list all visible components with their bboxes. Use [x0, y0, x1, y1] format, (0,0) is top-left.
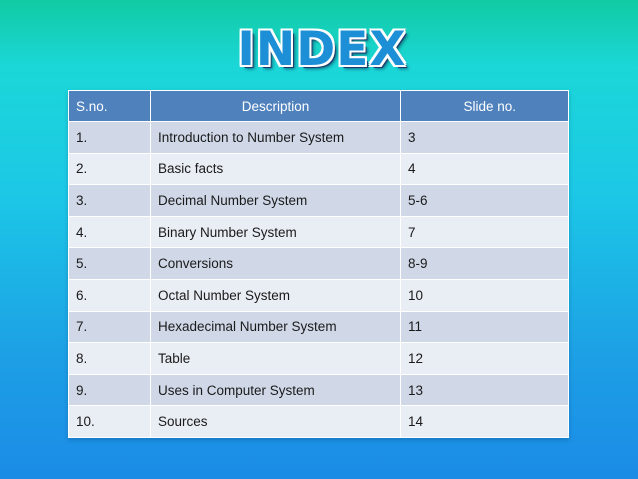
- index-table: S.no. Description Slide no. 1. Introduct…: [68, 90, 569, 438]
- cell-sno: 8.: [68, 342, 151, 375]
- table-header-row: S.no. Description Slide no.: [68, 90, 569, 122]
- cell-sno: 5.: [68, 247, 151, 280]
- cell-sno: 3.: [68, 184, 151, 217]
- table-row: 7. Hexadecimal Number System 11: [68, 310, 569, 344]
- cell-slide-no: 7: [400, 215, 569, 249]
- slide-title-container: INDEX: [0, 20, 638, 80]
- table-row: 5. Conversions 8-9: [68, 247, 569, 280]
- cell-sno: 9.: [68, 373, 151, 407]
- cell-slide-no: 14: [400, 405, 569, 438]
- cell-description: Table: [150, 342, 401, 375]
- cell-sno: 7.: [68, 310, 151, 344]
- table-row: 1. Introduction to Number System 3: [68, 121, 569, 154]
- table-row: 3. Decimal Number System 5-6: [68, 184, 569, 217]
- cell-slide-no: 10: [400, 278, 569, 312]
- table-row: 6. Octal Number System 10: [68, 278, 569, 312]
- cell-sno: 2.: [68, 152, 151, 186]
- cell-slide-no: 12: [400, 342, 569, 375]
- cell-description: Binary Number System: [150, 215, 401, 249]
- cell-sno: 10.: [68, 405, 151, 438]
- header-sno: S.no.: [68, 90, 151, 122]
- cell-description: Hexadecimal Number System: [150, 310, 401, 344]
- cell-slide-no: 8-9: [400, 247, 569, 280]
- table-row: 9. Uses in Computer System 13: [68, 373, 569, 407]
- table-row: 10. Sources 14: [68, 405, 569, 438]
- cell-slide-no: 5-6: [400, 184, 569, 217]
- cell-description: Introduction to Number System: [150, 121, 401, 154]
- header-description: Description: [150, 90, 401, 122]
- cell-sno: 4.: [68, 215, 151, 249]
- table-row: 8. Table 12: [68, 342, 569, 375]
- cell-slide-no: 4: [400, 152, 569, 186]
- slide-title: INDEX: [236, 21, 407, 78]
- cell-slide-no: 13: [400, 373, 569, 407]
- cell-description: Decimal Number System: [150, 184, 401, 217]
- cell-slide-no: 3: [400, 121, 569, 154]
- cell-description: Basic facts: [150, 152, 401, 186]
- table-row: 4. Binary Number System 7: [68, 215, 569, 249]
- cell-sno: 1.: [68, 121, 151, 154]
- cell-description: Conversions: [150, 247, 401, 280]
- cell-description: Uses in Computer System: [150, 373, 401, 407]
- cell-sno: 6.: [68, 278, 151, 312]
- cell-description: Sources: [150, 405, 401, 438]
- header-slide-no: Slide no.: [400, 90, 569, 122]
- table-row: 2. Basic facts 4: [68, 152, 569, 186]
- cell-description: Octal Number System: [150, 278, 401, 312]
- cell-slide-no: 11: [400, 310, 569, 344]
